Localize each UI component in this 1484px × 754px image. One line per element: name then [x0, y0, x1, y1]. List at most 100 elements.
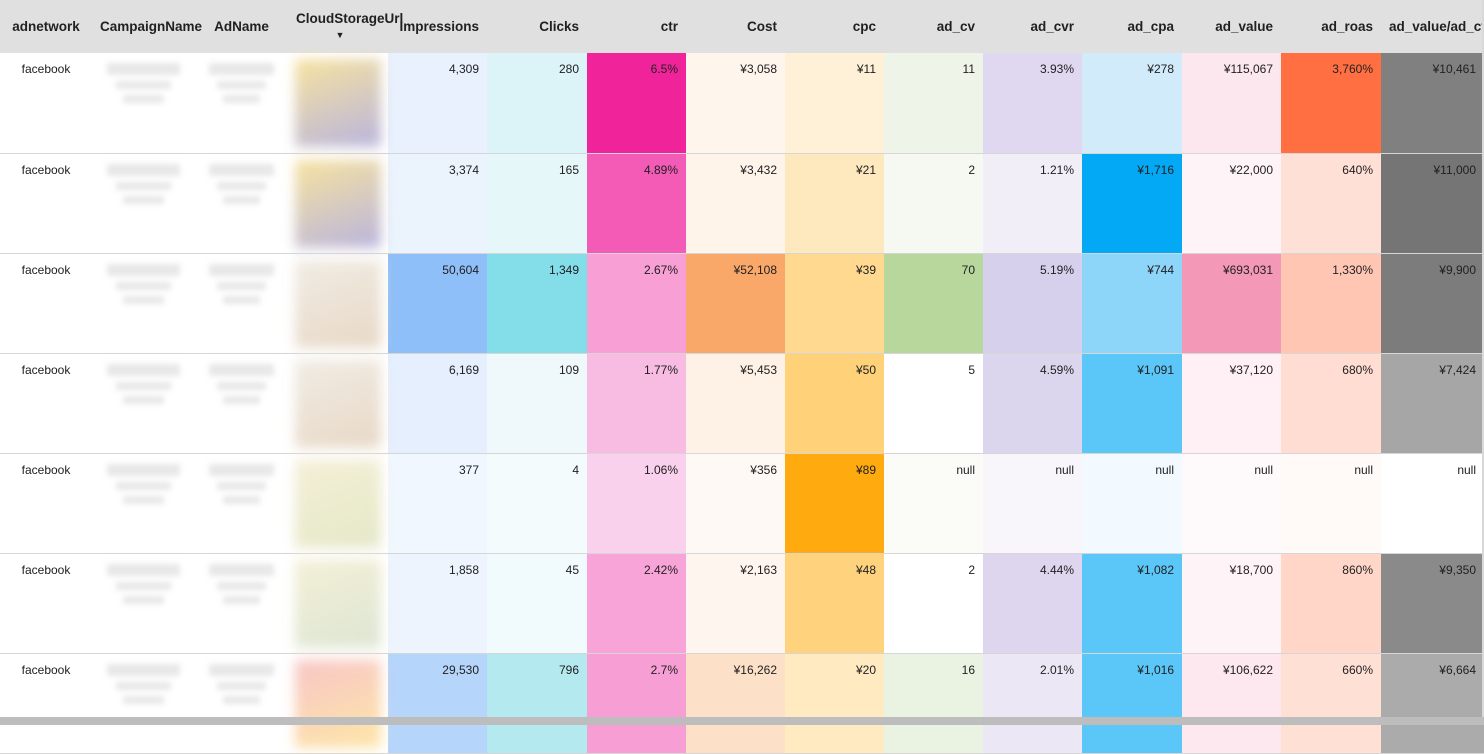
cell-ad-cvr: 4.59%: [983, 353, 1082, 454]
cell-ad-value-ad-cv: ¥7,424: [1381, 353, 1484, 454]
ad-thumbnail-image: [295, 559, 381, 648]
cell-ad-name-redacted: [195, 453, 288, 554]
cell-cloudstorageurl: [288, 453, 388, 554]
cell-ctr: 6.5%: [587, 53, 686, 154]
cell-adnetwork: facebook: [0, 253, 92, 354]
column-header-ad-cv[interactable]: ad_cv: [884, 0, 983, 53]
table-row[interactable]: facebook 6,169 109 1.77% ¥5,453 ¥50 5 4.59% ¥1,0…: [0, 353, 1484, 454]
cell-cost: ¥356: [686, 453, 785, 554]
cell-impressions: 29,530: [388, 653, 487, 754]
cell-ad-roas: 1,330%: [1281, 253, 1381, 354]
table-row[interactable]: facebook 377 4 1.06% ¥356 ¥89 null null null null…: [0, 453, 1484, 554]
cell-cost: ¥3,058: [686, 53, 785, 154]
cell-cost: ¥2,163: [686, 553, 785, 654]
column-header-ctr[interactable]: ctr: [587, 0, 686, 53]
ad-thumbnail-image: [295, 359, 381, 448]
column-header-ad-cpa[interactable]: ad_cpa: [1082, 0, 1182, 53]
cell-ctr: 2.7%: [587, 653, 686, 754]
column-header-cost[interactable]: Cost: [686, 0, 785, 53]
table-row[interactable]: facebook 1,858 45 2.42% ¥2,163 ¥48 2 4.44% ¥1,08…: [0, 553, 1484, 654]
column-header-label: ad_roas: [1321, 19, 1373, 34]
cell-campaign-name-redacted: [92, 353, 195, 454]
column-header-label: ad_cv: [936, 19, 975, 34]
sort-descending-icon[interactable]: ▼: [335, 29, 345, 40]
table-row[interactable]: facebook 3,374 165 4.89% ¥3,432 ¥21 2 1.21% ¥1,7…: [0, 153, 1484, 254]
cell-clicks: 4: [487, 453, 587, 554]
column-header-label: ad_cvr: [1030, 19, 1074, 34]
cell-cloudstorageurl: [288, 653, 388, 754]
table-row[interactable]: facebook 4,309 280 6.5% ¥3,058 ¥11 11 3.93% ¥278…: [0, 53, 1484, 154]
cell-ctr: 2.67%: [587, 253, 686, 354]
cell-cost: ¥5,453: [686, 353, 785, 454]
cell-adnetwork: facebook: [0, 53, 92, 154]
cell-clicks: 165: [487, 153, 587, 254]
column-header-adname[interactable]: AdName: [195, 0, 288, 53]
column-header-cloudstorageurl[interactable]: CloudStorageUrl ▼: [288, 0, 403, 53]
cell-adnetwork: facebook: [0, 353, 92, 454]
cell-ad-cpa: ¥1,082: [1082, 553, 1182, 654]
cell-ctr: 1.06%: [587, 453, 686, 554]
cell-ad-cpa: ¥1,716: [1082, 153, 1182, 254]
cell-adnetwork: facebook: [0, 453, 92, 554]
column-header-label: Impressions: [399, 19, 479, 34]
cell-cost: ¥3,432: [686, 153, 785, 254]
cell-ad-cpa: ¥1,091: [1082, 353, 1182, 454]
column-header-label: ad_value/ad_cv: [1389, 19, 1484, 34]
column-header-label: CloudStorageUrl: [296, 10, 404, 26]
ad-thumbnail-image: [295, 459, 381, 548]
vertical-scrollbar[interactable]: [1482, 0, 1484, 717]
cell-ad-cvr: 3.93%: [983, 53, 1082, 154]
cell-ad-cv: 5: [884, 353, 983, 454]
table-row[interactable]: facebook 29,530 796 2.7% ¥16,262 ¥20 16 2.01% ¥1…: [0, 653, 1484, 754]
cell-campaign-name-redacted: [92, 53, 195, 154]
cell-ad-name-redacted: [195, 653, 288, 754]
column-header-ad-value-ad-cv[interactable]: ad_value/ad_cv: [1381, 0, 1484, 53]
column-header-cpc[interactable]: cpc: [785, 0, 884, 53]
ad-thumbnail-image: [295, 659, 381, 748]
cell-ad-value: ¥693,031: [1182, 253, 1281, 354]
horizontal-scrollbar[interactable]: [0, 717, 1484, 725]
cell-ad-cpa: ¥744: [1082, 253, 1182, 354]
cell-ad-value: ¥22,000: [1182, 153, 1281, 254]
ad-thumbnail-image: [295, 59, 381, 147]
column-header-clicks[interactable]: Clicks: [487, 0, 587, 53]
cell-ad-value-ad-cv: null: [1381, 453, 1484, 554]
cell-ctr: 4.89%: [587, 153, 686, 254]
cell-ad-cvr: 2.01%: [983, 653, 1082, 754]
cell-adnetwork: facebook: [0, 553, 92, 654]
cell-impressions: 3,374: [388, 153, 487, 254]
cell-ad-roas: 640%: [1281, 153, 1381, 254]
column-header-ad-value[interactable]: ad_value: [1182, 0, 1281, 53]
cell-ad-cv: 16: [884, 653, 983, 754]
column-header-label: Clicks: [539, 19, 579, 34]
cell-ad-cv: 11: [884, 53, 983, 154]
cell-impressions: 377: [388, 453, 487, 554]
column-header-campaignname[interactable]: CampaignName: [92, 0, 202, 53]
cell-cpc: ¥39: [785, 253, 884, 354]
table-row[interactable]: facebook 50,604 1,349 2.67% ¥52,108 ¥39 70 5.19…: [0, 253, 1484, 354]
cell-ad-cpa: null: [1082, 453, 1182, 554]
column-header-ad-roas[interactable]: ad_roas: [1281, 0, 1381, 53]
column-header-label: CampaignName: [100, 19, 203, 34]
column-header-label: adnetwork: [12, 19, 80, 34]
cell-cloudstorageurl: [288, 153, 388, 254]
cell-ad-roas: 680%: [1281, 353, 1381, 454]
cell-cloudstorageurl: [288, 53, 388, 154]
header-row: adnetwork CampaignName AdName CloudStorageU…: [0, 0, 1484, 53]
table-body: facebook 4,309 280 6.5% ¥3,058 ¥11 11 3.93% ¥278…: [0, 53, 1484, 754]
column-header-label: ad_value: [1215, 19, 1273, 34]
cell-clicks: 1,349: [487, 253, 587, 354]
column-header-impressions[interactable]: Impressions: [388, 0, 487, 53]
column-header-ad-cvr[interactable]: ad_cvr: [983, 0, 1082, 53]
cell-ad-cv: 2: [884, 153, 983, 254]
cell-cpc: ¥48: [785, 553, 884, 654]
cell-ad-value-ad-cv: ¥9,900: [1381, 253, 1484, 354]
cell-adnetwork: facebook: [0, 153, 92, 254]
cell-ad-cv: null: [884, 453, 983, 554]
cell-clicks: 796: [487, 653, 587, 754]
column-header-label: AdName: [214, 19, 269, 34]
cell-cpc: ¥11: [785, 53, 884, 154]
cell-cloudstorageurl: [288, 553, 388, 654]
column-header-adnetwork[interactable]: adnetwork: [0, 0, 92, 53]
